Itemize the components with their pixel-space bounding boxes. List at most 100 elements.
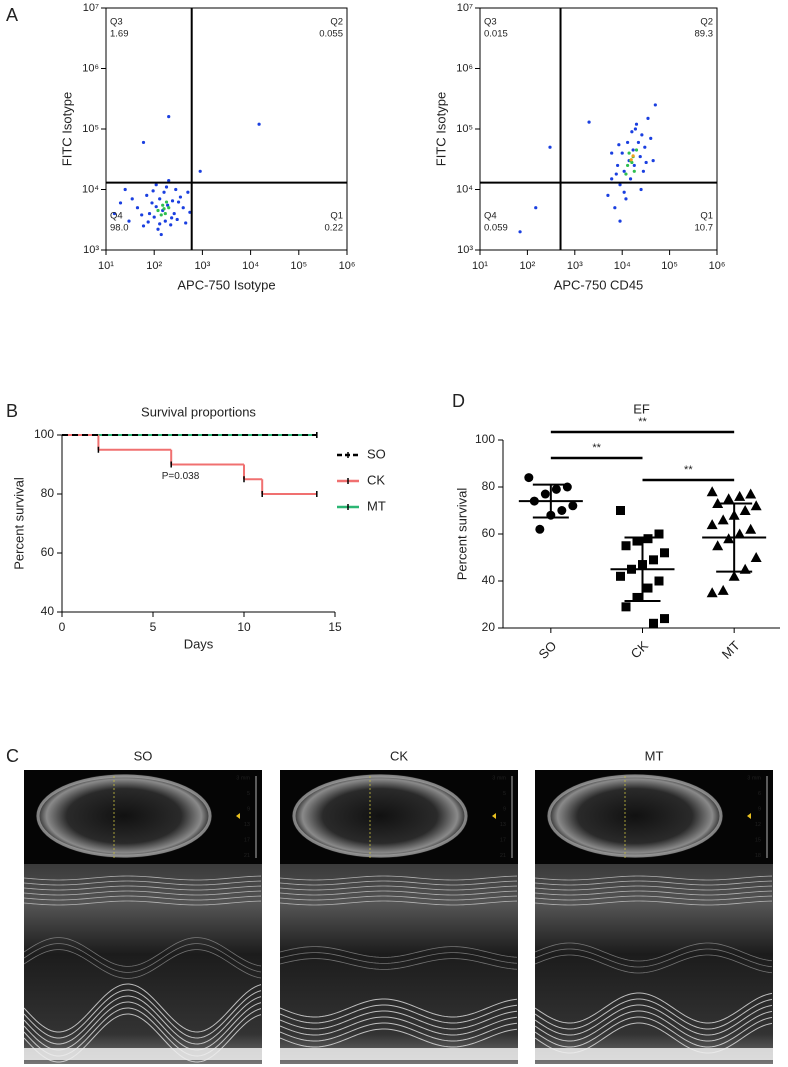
data-point — [169, 223, 173, 227]
x-tick-label: 15 — [328, 620, 342, 634]
data-point — [606, 193, 610, 197]
x-tick-label: 10² — [519, 260, 535, 272]
x-tick-label: 10² — [146, 260, 162, 272]
data-point — [614, 172, 618, 176]
mmode-trace — [534, 1010, 773, 1042]
scale-label: 15 — [755, 837, 761, 843]
mmode-trace — [279, 875, 518, 881]
data-point — [632, 592, 642, 602]
data-point — [632, 536, 642, 546]
mmode-trace — [534, 1016, 773, 1048]
x-axis-label: APC-750 CD45 — [554, 277, 644, 292]
scale-label: 6 — [758, 791, 761, 797]
mmode-trace — [23, 900, 262, 906]
data-point — [551, 484, 561, 494]
chart-title: EF — [633, 401, 650, 416]
data-point — [750, 552, 762, 562]
data-point — [534, 206, 538, 210]
y-tick-label: 10⁵ — [456, 123, 473, 135]
data-point — [632, 169, 636, 173]
mmode-trace — [534, 948, 773, 968]
data-point — [641, 169, 645, 173]
quadrant-value: 0.059 — [484, 223, 508, 234]
y-tick-label: 40 — [41, 604, 55, 618]
echo-wall — [547, 774, 723, 858]
data-point — [156, 227, 160, 231]
data-point — [627, 151, 631, 155]
data-point — [167, 206, 171, 210]
data-point — [734, 490, 746, 501]
mmode-trace — [534, 885, 773, 891]
scale-marker — [236, 813, 240, 819]
data-point — [175, 217, 179, 222]
y-tick-label: 60 — [482, 526, 496, 540]
x-tick-label: 10⁵ — [290, 260, 307, 272]
quadrant-value: 1.69 — [110, 29, 129, 40]
data-point — [712, 540, 724, 551]
panel-label: A — [6, 5, 18, 25]
x-tick-label: CK — [628, 638, 652, 662]
panel-label: C — [6, 746, 19, 766]
scale-label: 13 — [244, 822, 250, 828]
mmode-strip — [24, 864, 262, 1064]
data-point — [717, 584, 729, 595]
data-point — [145, 193, 149, 197]
mmode-strip — [535, 864, 773, 1064]
data-point — [745, 488, 757, 499]
x-tick-label: 10⁴ — [614, 260, 631, 272]
scale-label: 3 mm — [236, 775, 250, 781]
data-point — [568, 501, 578, 511]
data-point — [159, 232, 163, 237]
mmode-trace — [279, 1004, 518, 1024]
quadrant-value: 98.0 — [110, 223, 129, 234]
mmode-trace — [279, 998, 518, 1018]
data-point — [158, 197, 162, 201]
data-point — [643, 583, 653, 593]
data-point — [170, 216, 174, 220]
scale-label: 9 — [758, 806, 761, 812]
quadrant-name: Q3 — [110, 17, 123, 28]
data-point — [141, 140, 146, 145]
y-axis-label: Percent survival — [454, 488, 469, 581]
data-point — [621, 602, 631, 612]
mmode-trace — [534, 998, 773, 1030]
legend-label: CK — [367, 472, 385, 487]
data-point — [176, 200, 181, 204]
data-point — [621, 541, 631, 551]
quadrant-value: 0.015 — [484, 29, 508, 40]
image-title: MT — [645, 748, 664, 763]
data-point — [634, 148, 639, 152]
data-point — [630, 160, 634, 165]
mmode-trace — [23, 989, 262, 1039]
data-point — [631, 148, 635, 152]
mmode-trace — [534, 890, 773, 896]
scale-label: 17 — [244, 837, 250, 843]
y-tick-label: 80 — [41, 486, 55, 500]
y-tick-label: 10⁴ — [82, 183, 99, 195]
quadrant-value: 0.22 — [325, 223, 344, 234]
data-point — [632, 163, 636, 168]
panel-label: D — [452, 391, 465, 411]
chart-title: Survival proportions — [141, 404, 256, 419]
data-point — [151, 189, 155, 193]
data-point — [646, 116, 650, 120]
data-point — [158, 222, 162, 226]
mmode-trace — [534, 875, 773, 881]
data-point — [118, 201, 123, 205]
y-tick-label: 20 — [482, 620, 496, 634]
x-tick-label: 10³ — [194, 260, 210, 272]
mmode-trace — [23, 875, 262, 881]
scale-marker — [492, 813, 496, 819]
mmode-trace — [534, 954, 773, 974]
data-point — [141, 224, 146, 228]
quadrant-name: Q4 — [110, 211, 123, 222]
data-point — [123, 187, 127, 192]
quadrant-name: Q3 — [484, 17, 497, 28]
mmode-trace — [23, 890, 262, 896]
data-point — [717, 514, 729, 525]
significance-label: ** — [592, 442, 601, 454]
data-point — [557, 506, 567, 515]
mmode-trace — [534, 992, 773, 1024]
x-tick-label: 10³ — [567, 260, 583, 272]
